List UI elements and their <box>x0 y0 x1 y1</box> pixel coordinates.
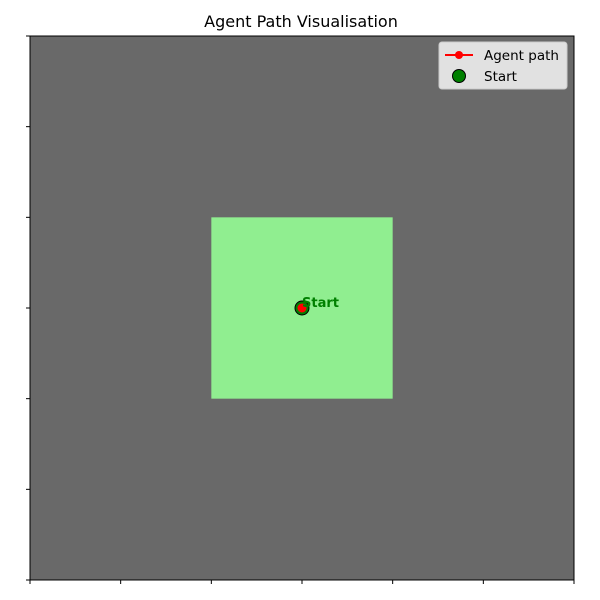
legend-frame <box>438 41 568 90</box>
legend-start-label: Start <box>484 69 517 85</box>
chart-title: Agent Path Visualisation <box>204 12 398 31</box>
visited-cell <box>302 217 393 308</box>
visited-cell <box>211 217 302 308</box>
legend: Agent path Start <box>438 41 568 90</box>
agent-path-point <box>297 303 307 313</box>
start-annotation: Start <box>302 296 339 311</box>
plot-area <box>29 35 575 581</box>
legend-start-marker <box>452 69 466 83</box>
visited-cell <box>302 308 393 399</box>
data-marks: Start <box>294 296 339 316</box>
visited-cell <box>211 308 302 399</box>
legend-agent-path-marker <box>455 51 463 59</box>
axis-ticks <box>26 35 575 584</box>
legend-agent-path-label: Agent path <box>484 48 559 64</box>
